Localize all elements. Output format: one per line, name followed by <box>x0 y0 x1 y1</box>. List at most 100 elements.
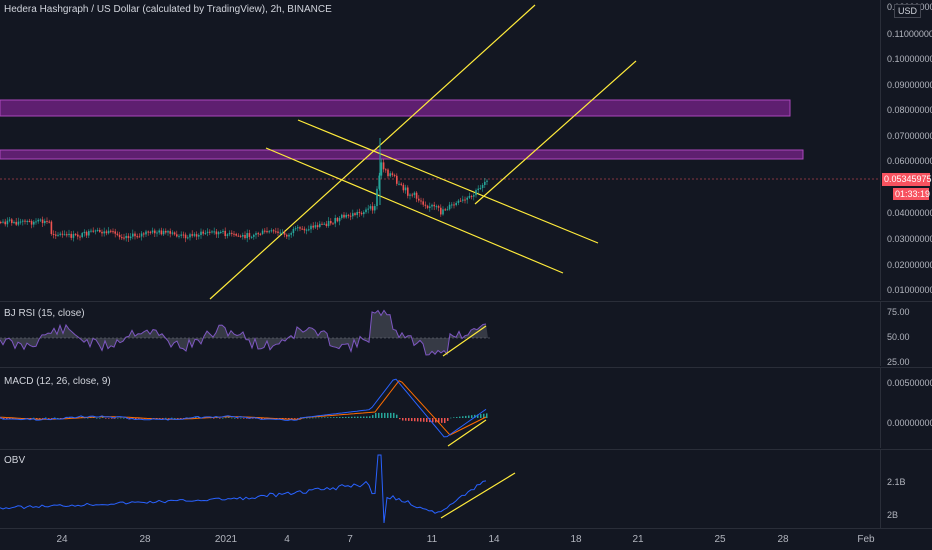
candle-body <box>88 231 90 236</box>
trendline-falling-1[interactable] <box>297 119 599 244</box>
candle-body <box>325 223 328 226</box>
price-tick: 0.08000000 <box>887 105 932 115</box>
macd-histogram-bar <box>426 418 428 422</box>
chart-title: Hedera Hashgraph / US Dollar (calculated… <box>4 4 332 15</box>
candle-body <box>83 231 86 234</box>
pane-separator[interactable] <box>0 449 932 450</box>
trendline-rising-2[interactable] <box>474 60 637 205</box>
macd-histogram-bar <box>288 418 290 419</box>
macd-histogram-bar <box>246 418 248 419</box>
candle-body <box>187 237 189 239</box>
time-tick: 25 <box>714 534 726 545</box>
macd-histogram-bar <box>480 414 482 418</box>
candle-body <box>145 231 147 235</box>
candle-body <box>22 220 24 222</box>
candle-body <box>200 231 202 236</box>
candle-body <box>479 187 482 189</box>
obv-axis: 2.1B 2B <box>880 450 932 528</box>
rsi-pane[interactable]: BJ RSI (15, close) <box>0 302 880 366</box>
candle-body <box>451 204 453 206</box>
candle-body <box>257 233 259 235</box>
macd-histogram-bar <box>60 418 62 419</box>
macd-histogram-bar <box>456 416 458 418</box>
rsi-tick: 50.00 <box>887 332 910 342</box>
candle-body <box>332 223 334 225</box>
macd-signal-line <box>0 380 487 436</box>
pane-separator[interactable] <box>0 367 932 368</box>
candle-body <box>477 188 479 191</box>
macd-histogram-bar <box>231 417 233 419</box>
currency-button[interactable]: USD <box>894 4 922 18</box>
candle-body <box>162 230 165 235</box>
time-tick: 24 <box>56 534 68 545</box>
macd-histogram-bar <box>54 417 56 419</box>
resistance-zone-upper[interactable] <box>0 99 791 117</box>
obv-trendline[interactable] <box>440 472 516 519</box>
macd-histogram-bar <box>351 416 353 418</box>
candle-body <box>39 219 42 221</box>
candle-body <box>336 217 339 222</box>
macd-histogram-bar <box>405 418 407 421</box>
candle-body <box>48 221 50 223</box>
candle-body <box>140 233 143 237</box>
candle-body <box>321 223 323 225</box>
price-axis[interactable]: 0.12000000 0.11000000 0.10000000 0.09000… <box>880 0 932 300</box>
candle-body <box>314 225 317 228</box>
obv-line <box>0 454 487 524</box>
macd-histogram-bar <box>318 417 320 419</box>
time-tick: 18 <box>570 534 582 545</box>
macd-histogram-bar <box>423 418 425 422</box>
candle-body <box>92 230 94 232</box>
candle-body <box>301 228 303 230</box>
rsi-label: BJ RSI (15, close) <box>4 308 85 319</box>
candle-body <box>288 234 290 237</box>
macd-histogram-bar <box>339 417 341 418</box>
resistance-zone-lower[interactable] <box>0 149 804 160</box>
trendline-rising-1[interactable] <box>209 4 536 300</box>
candle-body <box>376 188 378 207</box>
candle-body <box>209 231 211 233</box>
price-chart-svg <box>0 4 880 300</box>
candle-body <box>426 205 429 208</box>
candle-body <box>81 233 83 238</box>
macd-histogram-bar <box>183 418 185 419</box>
candle-body <box>292 228 295 234</box>
candle-body <box>448 204 451 210</box>
candle-body <box>90 230 92 232</box>
candle-body <box>303 228 306 231</box>
candle-body <box>132 233 134 237</box>
rsi-svg <box>0 309 490 357</box>
candle-body <box>15 221 17 225</box>
macd-histogram-bar <box>96 417 98 419</box>
rsi-axis: 75.00 50.00 25.00 <box>880 302 932 366</box>
macd-histogram-bar <box>177 418 179 419</box>
candle-body <box>473 195 475 197</box>
macd-histogram-bar <box>168 418 170 419</box>
macd-trendline[interactable] <box>447 419 487 447</box>
time-tick: 4 <box>284 534 290 545</box>
candle-body <box>33 221 35 225</box>
candle-body <box>455 202 457 206</box>
obv-label: OBV <box>4 455 26 466</box>
obv-pane[interactable]: OBV <box>0 450 880 528</box>
candle-body <box>349 215 352 217</box>
pane-separator[interactable] <box>0 301 932 302</box>
rsi-trendline[interactable] <box>442 325 487 357</box>
macd-histogram-bar <box>462 416 464 418</box>
candle-body <box>442 209 444 215</box>
macd-histogram-bar <box>441 418 443 423</box>
macd-axis: 0.00500000 0.00000000 <box>880 368 932 448</box>
macd-pane[interactable]: MACD (12, 26, close, 9) <box>0 368 880 448</box>
candle-body <box>11 219 13 224</box>
candle-body <box>114 231 116 234</box>
macd-histogram-bar <box>474 414 476 418</box>
trendline-falling-2[interactable] <box>265 147 564 274</box>
price-pane[interactable]: Hedera Hashgraph / US Dollar (calculated… <box>0 0 880 300</box>
macd-histogram-bar <box>225 417 227 419</box>
macd-histogram-bar <box>390 412 392 418</box>
candle-body <box>178 235 180 237</box>
candle-body <box>8 219 11 221</box>
candle-body <box>127 235 130 239</box>
candle-body <box>352 213 354 217</box>
candle-body <box>270 230 273 232</box>
